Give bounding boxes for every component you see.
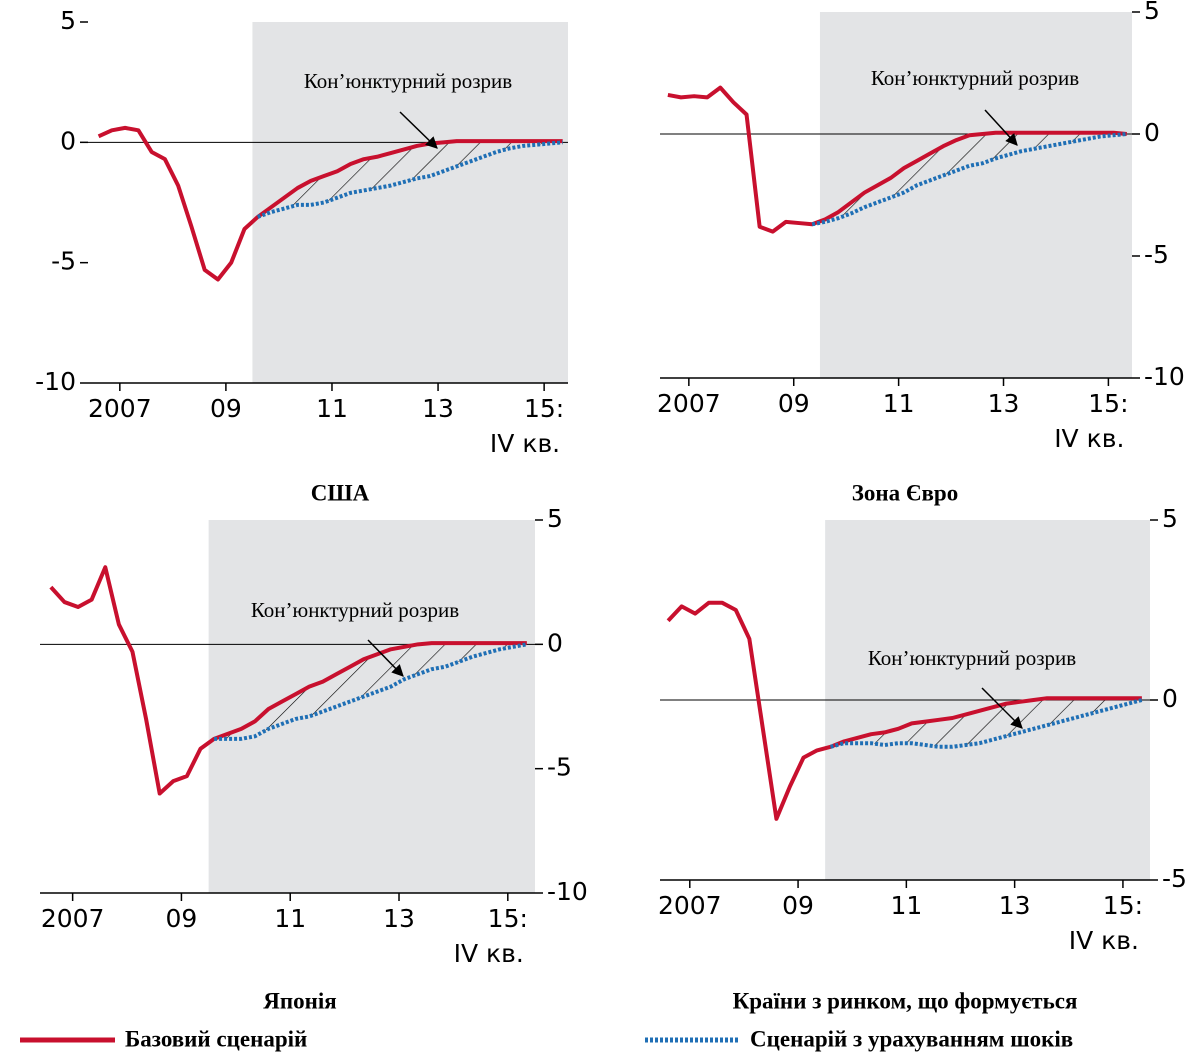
panel-title: Японія (263, 988, 336, 1013)
x-tick-label: 15: (488, 904, 528, 933)
x-tick-label: 11 (274, 904, 306, 933)
annotation: Кон’юнктурний розрив (304, 69, 512, 93)
x-tick-label: 13 (383, 904, 415, 933)
x-note: IV кв. (454, 939, 524, 968)
x-note: IV кв. (490, 429, 560, 458)
y-tick-label: -10 (547, 877, 588, 906)
y-tick-label: 5 (547, 504, 563, 533)
x-tick-label: 11 (890, 891, 922, 920)
annotation-arrow (399, 111, 438, 149)
x-tick-label: 11 (316, 394, 348, 423)
y-tick-label: 0 (1162, 684, 1178, 713)
legend-label: Сценарій з урахуванням шоків (750, 1026, 1073, 1051)
y-tick-label: -10 (1144, 362, 1185, 391)
x-tick-label: 09 (210, 394, 242, 423)
x-tick-label: 09 (166, 904, 198, 933)
gap-hatch (830, 698, 1142, 747)
series-line (97, 125, 563, 282)
series-line (811, 132, 1127, 227)
annotation-arrow (984, 109, 1018, 146)
x-tick-label: 2007 (658, 891, 722, 920)
x-tick-label: 15: (524, 394, 564, 423)
annotation-arrow (367, 639, 404, 677)
y-tick-label: -10 (35, 367, 76, 396)
annotation-arrow (981, 687, 1023, 729)
y-tick-label: -5 (51, 247, 76, 276)
annotation: Кон’юнктурний розрив (871, 66, 1079, 90)
series-line (667, 85, 1127, 234)
x-tick-label: 15: (1088, 389, 1128, 418)
annotation: Кон’юнктурний розрив (868, 646, 1076, 670)
x-tick-label: 13 (422, 394, 454, 423)
legend-label: Базовий сценарій (125, 1026, 307, 1051)
x-note: IV кв. (1069, 926, 1139, 955)
y-tick-label: 5 (60, 6, 76, 35)
y-tick-label: 0 (547, 628, 563, 657)
series-line (49, 565, 527, 796)
forecast-shade (208, 520, 535, 893)
gap-hatch (214, 643, 527, 739)
y-tick-label: -5 (547, 753, 572, 782)
y-tick-label: -5 (1162, 864, 1187, 893)
x-tick-label: 2007 (657, 389, 721, 418)
x-tick-label: 13 (999, 891, 1031, 920)
y-tick-label: 0 (60, 126, 76, 155)
x-tick-label: 2007 (88, 394, 152, 423)
series-line (830, 698, 1143, 749)
x-tick-label: 09 (778, 389, 810, 418)
x-tick-label: 2007 (41, 904, 105, 933)
x-tick-label: 13 (988, 389, 1020, 418)
x-tick-label: 11 (883, 389, 915, 418)
series-line (666, 600, 1142, 821)
x-note: IV кв. (1054, 424, 1124, 453)
x-tick-label: 15: (1103, 891, 1143, 920)
annotation: Кон’юнктурний розрив (251, 598, 459, 622)
panel-title: США (311, 480, 370, 505)
y-tick-label: -5 (1144, 240, 1169, 269)
series-line (214, 642, 528, 741)
x-tick-label: 09 (782, 891, 814, 920)
y-tick-label: 0 (1144, 118, 1160, 147)
panel-title: Країни з ринком, що формується (733, 988, 1078, 1013)
y-tick-label: 5 (1162, 504, 1178, 533)
y-tick-label: 5 (1144, 0, 1160, 25)
series-line (257, 140, 563, 219)
panel-title: Зона Євро (852, 480, 958, 505)
